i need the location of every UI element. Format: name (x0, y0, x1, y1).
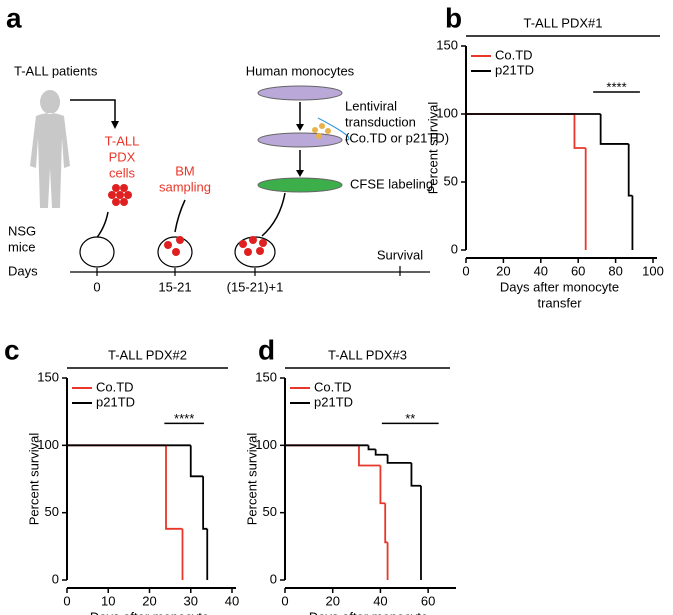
x-axis-label: Days after monocyte (90, 609, 209, 615)
legend-label: Co.TD (314, 379, 352, 394)
x-tick-label: 0 (281, 593, 288, 608)
x-tick-label: 0 (462, 263, 469, 278)
mice-label: mice (8, 239, 35, 254)
chart-title: T-ALL PDX#1 (523, 15, 602, 30)
x-tick-label: 40 (373, 593, 387, 608)
cell-cluster (108, 184, 132, 206)
cfse-label: CFSE labeling (350, 176, 433, 191)
y-tick-label: 0 (52, 571, 59, 586)
significance: **** (174, 411, 194, 426)
y-tick-label: 150 (37, 369, 59, 384)
survival-step (374, 449, 388, 456)
y-tick-label: 0 (451, 241, 458, 256)
y-tick-label: 50 (45, 504, 59, 519)
timepoint: 15-21 (158, 279, 191, 294)
mice-label: NSG (8, 223, 36, 238)
survival-step (202, 476, 208, 530)
mouse-cells (164, 236, 267, 256)
y-tick-label: 150 (436, 37, 458, 52)
chart-title: T-ALL PDX#3 (328, 347, 407, 362)
x-tick-label: 60 (571, 263, 585, 278)
x-axis-label: transfer (537, 295, 582, 310)
survival-step (573, 114, 586, 149)
x-axis-label: Days after monocyte (309, 609, 428, 615)
arrow (174, 199, 186, 233)
pdx-label: PDX (109, 149, 136, 164)
x-tick-label: 20 (142, 593, 156, 608)
timepoint: 0 (93, 279, 100, 294)
x-tick-label: 20 (325, 593, 339, 608)
survival-step (379, 465, 386, 505)
legend-label: p21TD (495, 62, 534, 77)
legend-label: p21TD (96, 394, 135, 409)
diagram: a T-ALL patients T-ALL PDX cells BM samp… (6, 2, 449, 294)
chart-title: T-ALL PDX#2 (108, 347, 187, 362)
lenti-label: Lentiviral (345, 98, 397, 113)
survival-step (165, 445, 183, 530)
arrow (261, 192, 286, 237)
y-tick-label: 100 (255, 437, 277, 452)
survival-step (384, 503, 388, 544)
timepoint: Survival (377, 247, 423, 262)
pdx-label: cells (109, 165, 136, 180)
survival-step (599, 114, 629, 145)
monocytes-label: Human monocytes (246, 63, 355, 78)
x-tick-label: 30 (184, 593, 198, 608)
survival-step (410, 462, 421, 487)
x-tick-label: 20 (496, 263, 510, 278)
legend-label: Co.TD (96, 379, 134, 394)
legend-label: Co.TD (495, 47, 533, 62)
panel-label: d (258, 334, 275, 365)
y-axis-label: Percent survival (425, 102, 440, 195)
lenti-label: (Co.TD or p21TD) (345, 130, 449, 145)
x-tick-label: 100 (642, 263, 664, 278)
timeline (70, 266, 430, 276)
dishes (257, 85, 350, 193)
panel-label: b (445, 2, 462, 33)
x-tick-label: 60 (421, 593, 435, 608)
x-axis-label: Days after monocyte (500, 279, 619, 294)
days-label: Days (8, 263, 38, 278)
arrow (70, 99, 116, 125)
y-tick-label: 50 (444, 173, 458, 188)
y-axis-label: Percent survival (244, 433, 259, 526)
bm-label: BM (175, 163, 195, 178)
timepoint: (15-21)+1 (227, 279, 284, 294)
y-tick-label: 150 (255, 369, 277, 384)
legend-label: p21TD (314, 394, 353, 409)
pdx-label: T-ALL (105, 133, 140, 148)
human-icon (30, 90, 70, 208)
x-tick-label: 80 (608, 263, 622, 278)
survival-step (358, 445, 381, 467)
y-tick-label: 100 (436, 105, 458, 120)
survival-step (627, 143, 633, 197)
y-tick-label: 50 (263, 504, 277, 519)
panel-label: c (4, 334, 20, 365)
significance: **** (606, 79, 626, 94)
survival-step (189, 445, 204, 478)
survival-step (386, 454, 412, 464)
x-tick-label: 0 (63, 593, 70, 608)
y-axis-label: Percent survival (26, 433, 41, 526)
lenti-label: transduction (345, 114, 416, 129)
arrowhead (111, 121, 119, 129)
bm-label: sampling (159, 179, 211, 194)
arrow (94, 211, 109, 241)
x-tick-label: 10 (101, 593, 115, 608)
x-tick-label: 40 (225, 593, 239, 608)
x-tick-label: 40 (534, 263, 548, 278)
patients-label: T-ALL patients (14, 63, 98, 78)
y-tick-label: 100 (37, 437, 59, 452)
panel-label: a (6, 2, 22, 33)
significance: ** (405, 411, 415, 426)
y-tick-label: 0 (270, 571, 277, 586)
survival-step (367, 445, 376, 451)
